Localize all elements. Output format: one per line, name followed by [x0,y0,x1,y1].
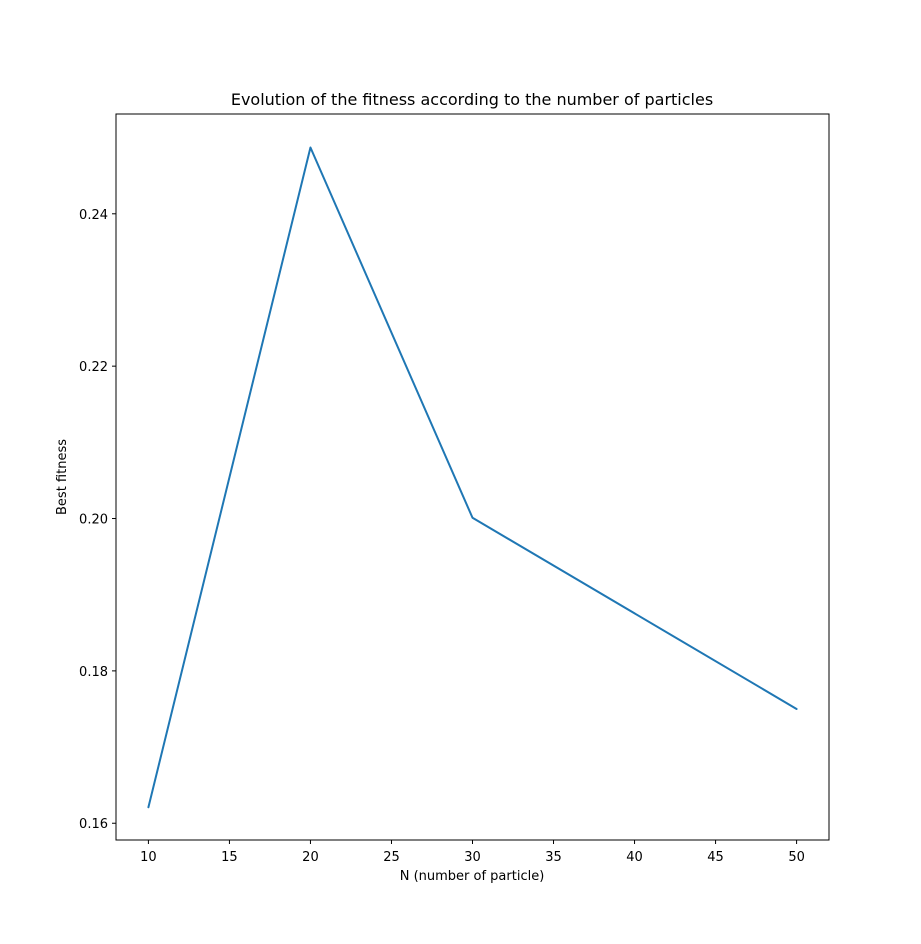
y-tick-label: 0.20 [79,513,108,528]
x-tick-label: 40 [626,850,643,865]
y-tick-label: 0.24 [79,208,108,223]
y-tick-label: 0.16 [79,817,108,832]
chart-title: Evolution of the fitness according to th… [231,90,713,109]
x-tick-label: 45 [707,850,724,865]
x-tick-label: 35 [545,850,562,865]
x-tick-label: 25 [383,850,400,865]
plot-area: 10 15 20 25 30 35 40 45 50 0.16 0.18 0.20 0.22 0.24 [79,113,830,865]
x-axis-label: N (number of particle) [400,869,545,884]
y-tick-label: 0.18 [79,665,108,680]
x-tick-label: 15 [221,850,238,865]
x-tick-label: 50 [788,850,805,865]
y-axis-label: Best fitness [55,439,70,515]
y-tick-label: 0.22 [79,360,108,375]
x-tick-label: 20 [302,850,319,865]
x-tick-label: 30 [464,850,481,865]
x-tick-label: 10 [140,850,157,865]
series-line-1 [147,146,798,809]
